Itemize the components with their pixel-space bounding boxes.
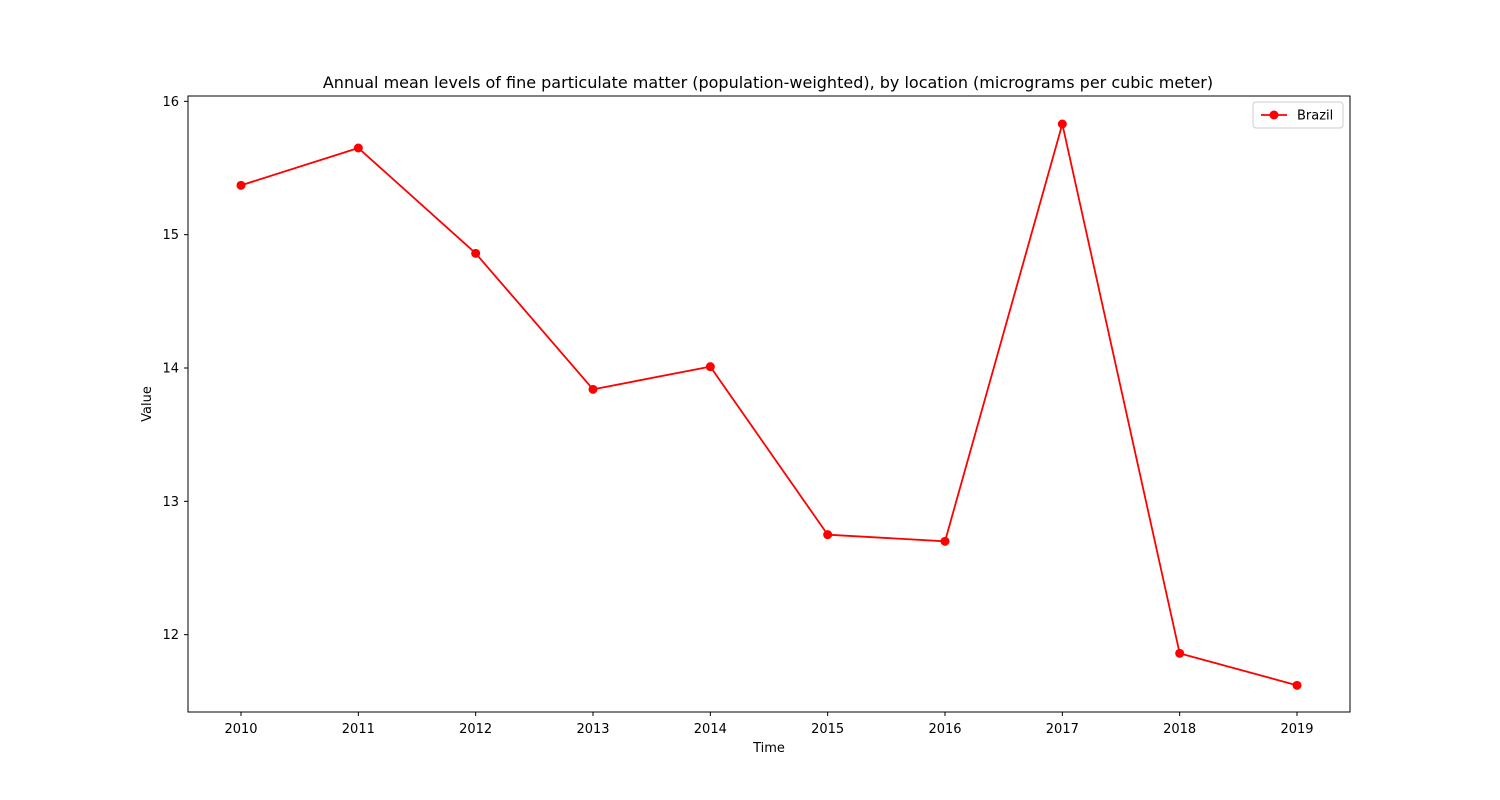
data-point	[471, 248, 481, 258]
y-tick-label: 14	[162, 362, 179, 377]
data-point	[1175, 648, 1185, 658]
x-tick-label: 2017	[1046, 722, 1079, 737]
x-tick-label: 2014	[694, 722, 727, 737]
data-point	[1292, 680, 1302, 690]
x-axis-title: Time	[752, 741, 785, 756]
data-point	[1057, 119, 1067, 129]
x-tick-label: 2013	[576, 722, 609, 737]
y-tick-label: 15	[162, 228, 179, 243]
data-point	[705, 362, 715, 372]
x-tick-label: 2016	[928, 722, 961, 737]
y-tick-label: 16	[162, 95, 179, 110]
data-point	[940, 536, 950, 546]
x-tick-label: 2011	[342, 722, 375, 737]
legend-box	[1252, 101, 1344, 129]
x-axis: 2010 2011 2012 2013 2014 2015 2016 2017 2018 2019	[224, 712, 1314, 737]
series-line-brazil	[240, 123, 1298, 687]
data-point	[236, 180, 246, 190]
legend: Brazil	[1252, 101, 1344, 129]
x-tick-label: 2015	[811, 722, 844, 737]
x-tick-label: 2010	[224, 722, 257, 737]
chart-title: Annual mean levels of fine particulate m…	[323, 73, 1213, 92]
data-point	[588, 384, 598, 394]
legend-label: Brazil	[1297, 109, 1333, 124]
y-tick-label: 12	[162, 628, 179, 643]
x-tick-label: 2012	[459, 722, 492, 737]
y-axis: 12 13 14 15 16	[162, 95, 188, 643]
data-point	[823, 530, 833, 540]
y-tick-label: 13	[162, 495, 179, 510]
legend-marker	[1269, 110, 1279, 120]
plot-frame	[187, 95, 1351, 713]
x-tick-label: 2019	[1280, 722, 1313, 737]
y-axis-title: Value	[140, 386, 155, 422]
plot-area	[236, 119, 1302, 690]
x-tick-label: 2018	[1163, 722, 1196, 737]
data-point	[353, 143, 363, 153]
